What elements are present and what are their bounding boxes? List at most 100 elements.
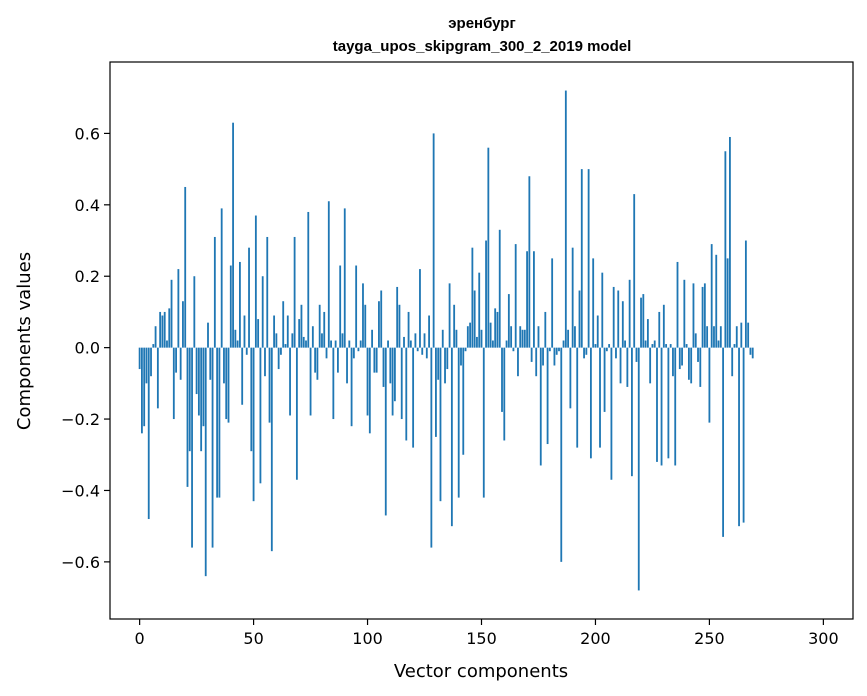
bar bbox=[166, 340, 168, 348]
x-tick-label: 300 bbox=[808, 629, 839, 648]
x-tick-label: 100 bbox=[352, 629, 383, 648]
bar bbox=[177, 269, 180, 348]
bar bbox=[387, 340, 389, 348]
bar bbox=[471, 247, 474, 348]
bar bbox=[744, 240, 747, 348]
bar bbox=[496, 311, 499, 348]
bar bbox=[250, 347, 253, 452]
bar bbox=[419, 269, 421, 348]
bar bbox=[717, 340, 720, 348]
bar bbox=[480, 329, 483, 348]
bar bbox=[243, 315, 246, 348]
bar bbox=[749, 347, 752, 355]
bar bbox=[512, 347, 515, 352]
bar bbox=[526, 251, 528, 348]
bar bbox=[462, 347, 465, 455]
bar bbox=[687, 347, 690, 380]
bar bbox=[596, 315, 599, 348]
bar bbox=[719, 326, 722, 348]
bar bbox=[266, 236, 269, 348]
bar bbox=[706, 326, 709, 348]
bar bbox=[380, 290, 383, 348]
bar bbox=[268, 347, 271, 423]
bar bbox=[355, 265, 358, 348]
bar bbox=[535, 347, 538, 377]
bar bbox=[699, 347, 702, 387]
bar bbox=[476, 336, 478, 348]
x-tick-label: 250 bbox=[694, 629, 725, 648]
bar bbox=[660, 347, 663, 466]
bar bbox=[646, 319, 649, 348]
bar bbox=[259, 347, 262, 484]
bar bbox=[302, 336, 305, 348]
bar bbox=[681, 347, 683, 366]
bar bbox=[423, 333, 426, 348]
bar bbox=[193, 276, 196, 348]
bar bbox=[690, 347, 693, 384]
bar bbox=[382, 347, 385, 387]
bar bbox=[398, 304, 401, 348]
bar bbox=[159, 311, 162, 348]
bar bbox=[305, 340, 307, 348]
bar bbox=[612, 286, 615, 348]
bar bbox=[330, 340, 332, 348]
bar bbox=[662, 304, 665, 348]
bar bbox=[416, 347, 419, 352]
bar bbox=[405, 347, 408, 441]
bar bbox=[703, 283, 706, 348]
bar bbox=[432, 133, 435, 348]
bar bbox=[738, 347, 740, 527]
bar bbox=[425, 347, 428, 359]
bar bbox=[644, 340, 647, 348]
bar bbox=[576, 347, 579, 448]
bar bbox=[653, 340, 656, 348]
bar bbox=[257, 319, 260, 348]
bar bbox=[667, 347, 670, 459]
bar bbox=[314, 347, 317, 373]
bar bbox=[218, 347, 221, 498]
bar bbox=[553, 347, 556, 366]
bar bbox=[656, 347, 658, 462]
bar bbox=[348, 340, 351, 348]
bar bbox=[478, 272, 481, 348]
bar bbox=[325, 347, 328, 359]
bar bbox=[414, 333, 417, 348]
bar bbox=[384, 347, 387, 516]
bar bbox=[562, 340, 565, 348]
bar bbox=[503, 347, 506, 441]
bar bbox=[621, 301, 624, 348]
bar bbox=[245, 347, 248, 355]
bar bbox=[676, 261, 679, 348]
bar bbox=[295, 347, 298, 480]
y-tick-label: −0.6 bbox=[61, 553, 100, 572]
bar bbox=[514, 244, 517, 348]
bar bbox=[209, 347, 212, 380]
bar bbox=[275, 333, 278, 348]
bar bbox=[200, 347, 203, 452]
bar bbox=[430, 347, 433, 548]
bar bbox=[156, 347, 159, 409]
x-tick-label: 0 bbox=[135, 629, 145, 648]
bar bbox=[143, 347, 146, 427]
plot-frame bbox=[109, 61, 854, 620]
bar bbox=[248, 247, 250, 348]
bar bbox=[487, 147, 490, 348]
bar bbox=[564, 90, 567, 348]
bar bbox=[729, 136, 731, 348]
bar bbox=[624, 340, 626, 348]
bar bbox=[542, 347, 544, 366]
y-tick-label: 0.0 bbox=[75, 339, 100, 358]
bar bbox=[674, 347, 677, 466]
bar bbox=[352, 347, 355, 359]
bar bbox=[457, 347, 460, 498]
bar bbox=[289, 347, 291, 416]
bar bbox=[220, 208, 223, 348]
bar bbox=[583, 347, 585, 359]
bar bbox=[548, 347, 551, 352]
bar bbox=[186, 347, 189, 487]
bar bbox=[321, 333, 323, 348]
bar bbox=[669, 344, 672, 348]
bar bbox=[327, 201, 330, 348]
bar bbox=[175, 347, 177, 373]
bar bbox=[448, 283, 451, 348]
